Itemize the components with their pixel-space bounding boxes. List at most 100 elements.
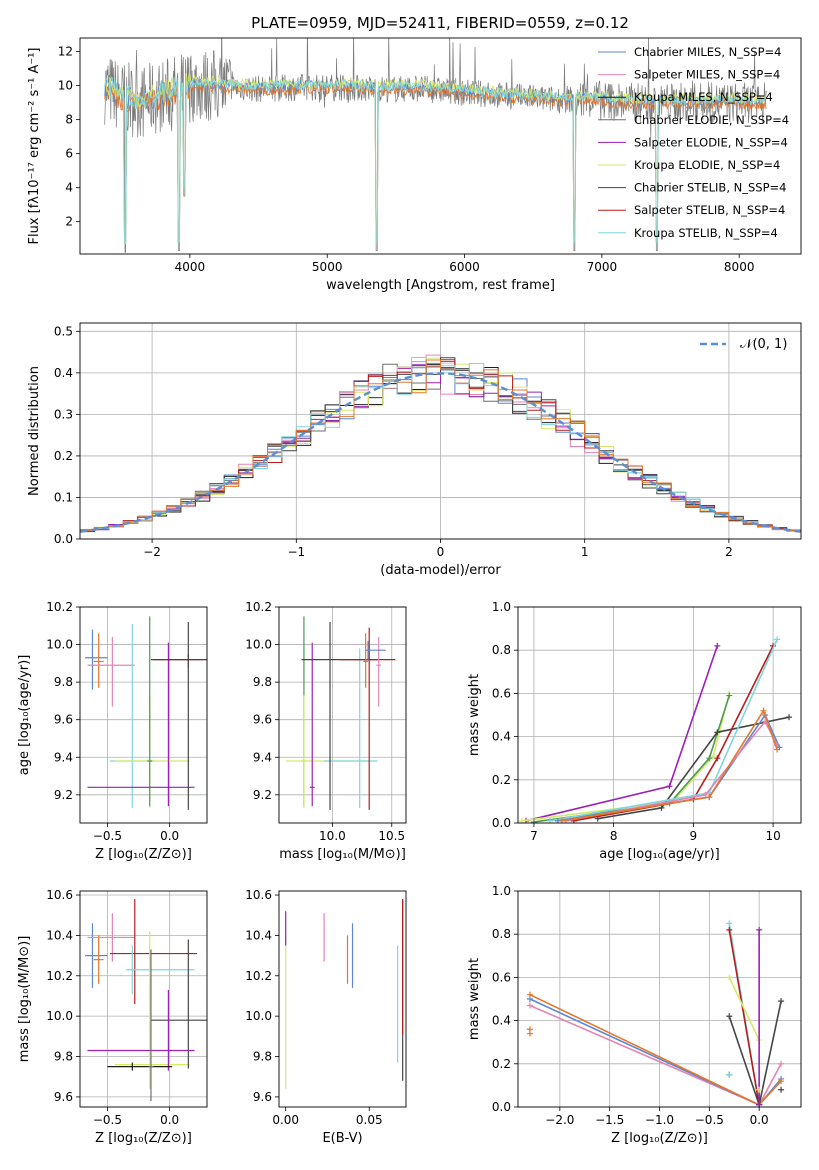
data-marker bbox=[714, 729, 721, 736]
data-marker bbox=[526, 1002, 533, 1009]
legend-entry: Chabrier STELIB, N_SSP=4 bbox=[634, 181, 786, 195]
data-marker bbox=[774, 636, 781, 643]
y-tick-label: 0.1 bbox=[54, 490, 73, 504]
series-line bbox=[561, 708, 778, 822]
mass-vs-metallicity-panel: −0.5 0.0 9.6 9.8 10.0 10.2 10.4 10.6 Z [log₁₀(Z/… bbox=[17, 888, 208, 1146]
legend-entry: Kroupa ELODIE, N_SSP=4 bbox=[634, 158, 780, 172]
y-tick-label: 0.2 bbox=[492, 773, 511, 787]
data-marker bbox=[666, 783, 673, 790]
data-marker bbox=[778, 998, 785, 1005]
data-marker bbox=[726, 974, 733, 981]
axes: −2.0 −1.5 −1.0 −0.5 0.0 0.0 0.2 0.4 0.6 0.8 1.0 Z [… bbox=[467, 884, 802, 1146]
plot-area bbox=[104, 38, 767, 253]
axes: 4000 5000 6000 7000 8000 2 4 6 8 10 12 wavelength [… bbox=[27, 37, 802, 293]
y-tick-label: 9.6 bbox=[54, 713, 73, 727]
y-tick-label: 12 bbox=[58, 45, 73, 59]
y-tick-label: 10.6 bbox=[46, 888, 73, 902]
data-marker bbox=[778, 1086, 785, 1093]
data-marker bbox=[714, 642, 721, 649]
plot-area bbox=[286, 616, 396, 810]
data-marker bbox=[530, 818, 537, 823]
y-tick-label: 0.0 bbox=[492, 816, 511, 830]
axes: −0.5 0.0 9.6 9.8 10.0 10.2 10.4 10.6 Z [log₁₀(Z/… bbox=[17, 888, 208, 1146]
y-tick-label: 0.0 bbox=[492, 1100, 511, 1114]
grid bbox=[518, 606, 801, 824]
data-marker bbox=[658, 804, 665, 811]
axes-frame bbox=[278, 606, 407, 824]
x-tick-label: −1.0 bbox=[645, 1113, 674, 1127]
grid bbox=[279, 606, 406, 823]
x-tick-label: −0.5 bbox=[93, 829, 122, 843]
y-tick-label: 0.4 bbox=[54, 366, 73, 380]
series-line bbox=[525, 645, 719, 822]
axes-frame bbox=[79, 606, 208, 824]
x-tick-label: 10.0 bbox=[319, 829, 346, 843]
x-tick-label: 0.00 bbox=[272, 1113, 299, 1127]
data-marker bbox=[706, 794, 713, 801]
data-marker bbox=[706, 755, 713, 762]
x-tick-label: 0 bbox=[437, 545, 445, 559]
y-tick-label: 9.8 bbox=[253, 1050, 272, 1064]
y-tick-label: 10 bbox=[58, 79, 73, 93]
y-tick-label: 1.0 bbox=[492, 884, 511, 898]
y-tick-label: 9.6 bbox=[54, 1090, 73, 1104]
y-tick-label: 10.0 bbox=[46, 638, 73, 652]
x-axis-label: (data-model)/error bbox=[380, 563, 501, 578]
y-axis-label: Normed distribution bbox=[27, 366, 42, 496]
data-marker bbox=[760, 707, 767, 714]
data-marker bbox=[526, 991, 533, 998]
y-tick-label: 0.3 bbox=[54, 407, 73, 421]
legend-entry: Chabrier MILES, N_SSP=4 bbox=[634, 45, 781, 59]
x-tick-label: −0.5 bbox=[695, 1113, 724, 1127]
y-tick-label: 0.0 bbox=[54, 532, 73, 546]
y-tick-label: 9.2 bbox=[253, 788, 272, 802]
normal-curve bbox=[80, 372, 801, 533]
data-marker bbox=[756, 1086, 763, 1093]
y-axis-label: age [log₁₀(age/yr)] bbox=[17, 655, 32, 776]
x-axis-label: Z [log₁₀(Z/Z⊙)] bbox=[95, 847, 192, 862]
series-line bbox=[728, 977, 760, 1041]
plot-area bbox=[84, 899, 207, 1101]
residuals-panel: −2 −1 0 1 2 0.0 0.1 0.2 0.3 0.4 0.5 (data-model)/er… bbox=[27, 322, 802, 578]
x-tick-label: 9 bbox=[690, 829, 698, 843]
weight-vs-metallicity-panel: −2.0 −1.5 −1.0 −0.5 0.0 0.0 0.2 0.4 0.6 0.8 1.0 Z [… bbox=[467, 884, 802, 1146]
y-tick-label: 10.4 bbox=[245, 928, 272, 942]
axes-frame bbox=[79, 37, 802, 255]
y-tick-label: 10.0 bbox=[245, 1009, 272, 1023]
y-tick-label: 10.2 bbox=[245, 969, 272, 983]
y-tick-label: 1.0 bbox=[492, 600, 511, 614]
plot-area bbox=[80, 354, 801, 533]
spectrum-panel: 4000 5000 6000 7000 8000 2 4 6 8 10 12 wavelength [… bbox=[27, 14, 802, 293]
weight-vs-age-panel: 7 8 9 10 0.0 0.2 0.4 0.6 0.8 1.0 age [log₁₀(age/yr… bbox=[467, 600, 802, 862]
data-marker bbox=[726, 1071, 733, 1078]
data-marker bbox=[726, 1013, 733, 1020]
axes: −0.5 0.0 9.2 9.4 9.6 9.8 10.0 10.2 Z [log₁₀(Z/Z⊙… bbox=[17, 600, 208, 862]
x-tick-label: −0.5 bbox=[93, 1113, 122, 1127]
series-line bbox=[728, 929, 760, 1105]
y-tick-label: 8 bbox=[65, 113, 73, 127]
axes-frame bbox=[79, 890, 208, 1108]
data-marker bbox=[526, 1026, 533, 1033]
x-axis-label: E(B-V) bbox=[322, 1131, 362, 1146]
legend-entry: Kroupa STELIB, N_SSP=4 bbox=[634, 226, 778, 240]
x-tick-label: −2.0 bbox=[545, 1113, 574, 1127]
y-axis-label: mass [log₁₀(M/M⊙)] bbox=[17, 936, 32, 1063]
x-axis-label: wavelength [Angstrom, rest frame] bbox=[326, 278, 555, 293]
x-tick-label: 2 bbox=[725, 545, 733, 559]
axes-frame bbox=[517, 890, 802, 1108]
y-tick-label: 10.4 bbox=[46, 928, 73, 942]
y-tick-label: 9.4 bbox=[253, 750, 272, 764]
x-axis-label: mass [log₁₀(M/M⊙)] bbox=[279, 847, 406, 862]
y-tick-label: 0.2 bbox=[492, 1057, 511, 1071]
y-axis-label: mass weight bbox=[467, 958, 482, 1040]
data-marker bbox=[714, 755, 721, 762]
data-marker bbox=[778, 1078, 785, 1085]
y-tick-label: 0.2 bbox=[54, 449, 73, 463]
x-tick-label: 5000 bbox=[312, 260, 343, 274]
y-tick-label: 10.0 bbox=[46, 1009, 73, 1023]
age-vs-metallicity-panel: −0.5 0.0 9.2 9.4 9.6 9.8 10.0 10.2 Z [log₁₀(Z/Z⊙… bbox=[17, 600, 208, 862]
legend-entry: Kroupa MILES, N_SSP=4 bbox=[634, 90, 773, 104]
y-tick-label: 0.4 bbox=[492, 730, 511, 744]
data-marker bbox=[778, 1060, 785, 1067]
y-tick-label: 0.5 bbox=[54, 324, 73, 338]
